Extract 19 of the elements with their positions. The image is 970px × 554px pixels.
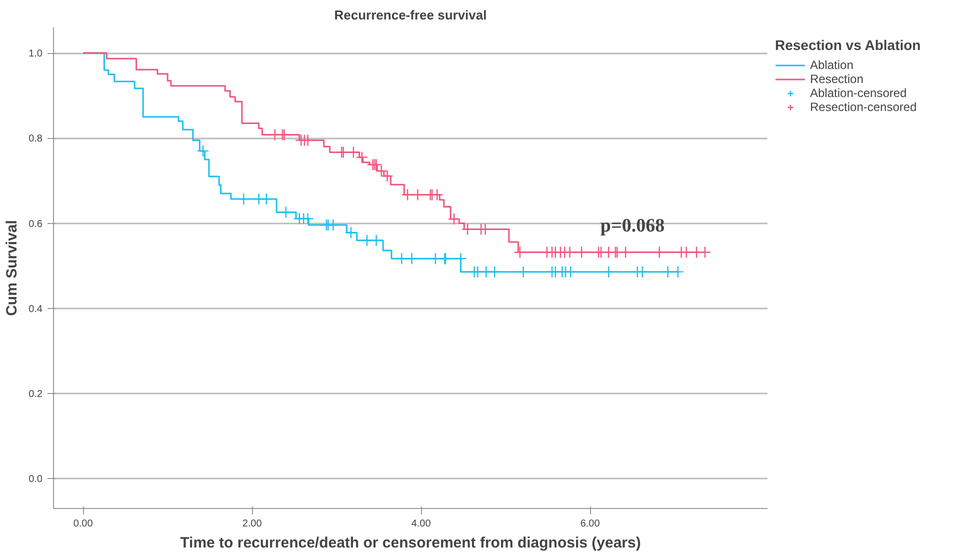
- x-tick-label: 2.00: [242, 518, 262, 530]
- y-axis-title: Cum Survival: [4, 220, 21, 316]
- y-tick-label: 0.6: [28, 218, 43, 230]
- x-tick-label: 6.00: [580, 518, 600, 530]
- x-tick-label: 4.00: [411, 518, 432, 530]
- legend-label: Resection-censored: [810, 100, 917, 114]
- y-tick-label: 0.2: [28, 389, 43, 400]
- legend-title: Resection vs Ablation: [775, 37, 921, 53]
- legend-label: Ablation: [810, 58, 854, 72]
- chart-title: Recurrence-free survival: [334, 8, 487, 22]
- y-tick-label: 0.0: [28, 474, 43, 486]
- annotation: p=0.068: [600, 215, 665, 236]
- y-tick-label: 0.8: [28, 134, 43, 145]
- y-tick-label: 0.4: [28, 304, 43, 315]
- legend-label: Resection: [810, 72, 864, 86]
- x-axis-title: Time to recurrence/death or censorement from diagnosis (years): [180, 534, 641, 552]
- x-tick-label: 0.00: [73, 518, 94, 530]
- y-tick-label: 1.0: [28, 48, 43, 60]
- legend-label: Ablation-censored: [810, 86, 907, 100]
